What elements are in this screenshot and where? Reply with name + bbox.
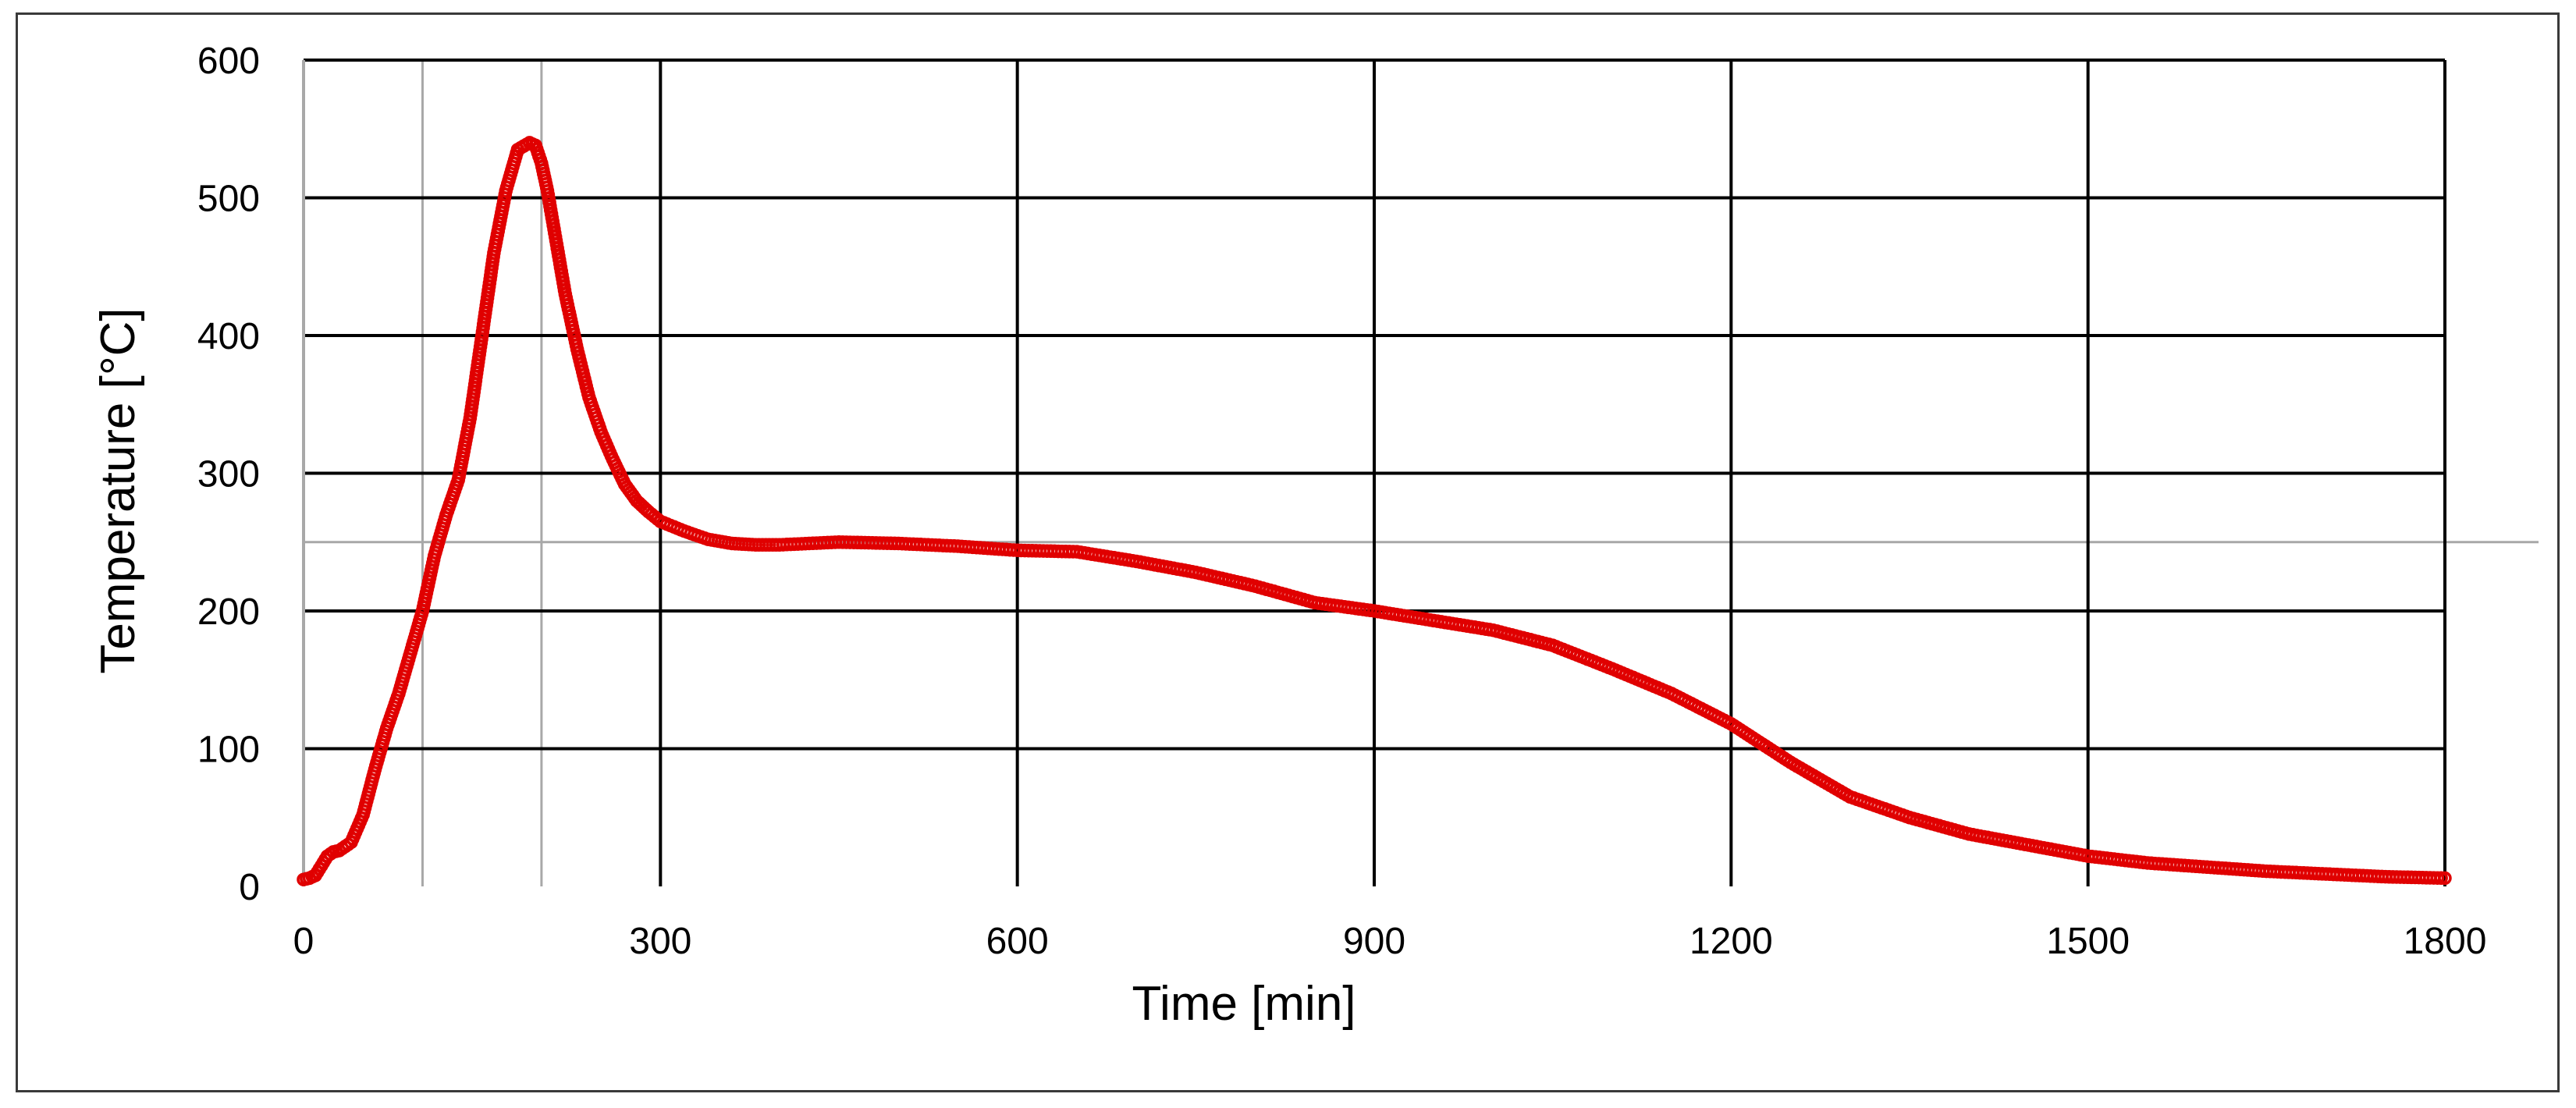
y-tick-label-5: 500 [197, 179, 260, 220]
y-tick-label-3: 300 [197, 454, 260, 495]
x-tick-label-6: 1800 [2404, 921, 2487, 962]
x-tick-label-5: 1500 [2046, 921, 2130, 962]
y-tick-label-1: 100 [197, 730, 260, 771]
x-axis-title: Time [min] [1132, 977, 1356, 1031]
x-tick-label-4: 1200 [1690, 921, 1773, 962]
y-tick-label-4: 400 [197, 316, 260, 357]
y-tick-label-0: 0 [239, 867, 260, 908]
x-tick-label-1: 300 [629, 921, 691, 962]
data-markers [297, 136, 2452, 886]
x-tick-label-3: 900 [1343, 921, 1405, 962]
y-tick-label-6: 600 [197, 41, 260, 82]
x-tick-label-2: 600 [986, 921, 1049, 962]
data-point-820 [2438, 871, 2452, 886]
grid [302, 59, 2446, 886]
chart-frame [16, 12, 2560, 1092]
y-tick-label-2: 200 [197, 591, 260, 633]
x-tick-label-0: 0 [293, 921, 314, 962]
y-tick-labels: 0 100 200 300 400 500 600 [197, 41, 260, 908]
x-tick-labels: 0 300 600 900 1200 1500 1800 [293, 921, 2487, 962]
y-axis-title: Temperature [°C] [91, 307, 145, 673]
